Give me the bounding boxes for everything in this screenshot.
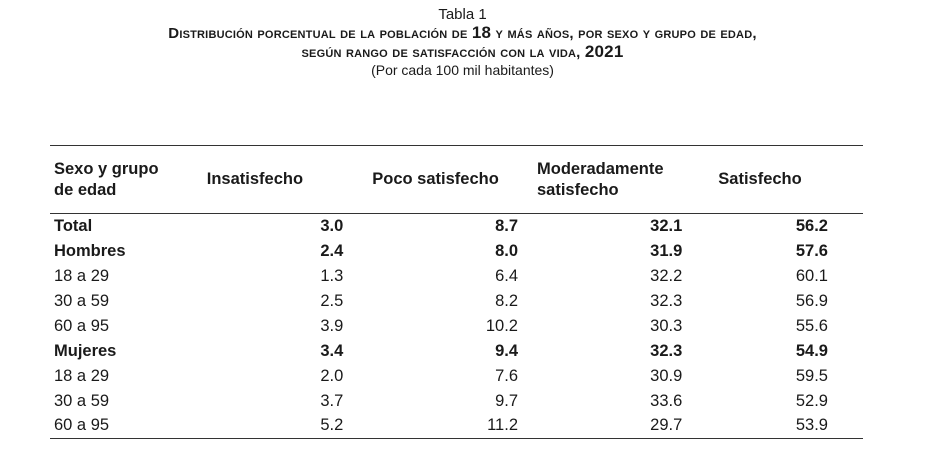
table-row-hombres: Hombres 2.4 8.0 31.9 57.6: [50, 239, 863, 264]
cell-moderadamente-satisfecho: 30.9: [650, 366, 683, 385]
satisfaction-table: Sexo y grupo de edad Insatisfecho Poco sa…: [50, 145, 863, 439]
cell-satisfecho: 60.1: [795, 266, 828, 285]
cell-poco-satisfecho: 10.2: [485, 316, 518, 335]
column-header-line: Moderadamente: [537, 159, 664, 178]
cell-moderadamente-satisfecho: 29.7: [533, 413, 715, 439]
table-row: 18 a 29 1.3 6.4 32.2 60.1: [50, 264, 863, 289]
cell-moderadamente-satisfecho: 32.2: [650, 266, 683, 285]
column-header-line: Poco satisfecho: [372, 170, 499, 188]
cell-moderadamente-satisfecho: 32.1: [650, 216, 683, 235]
cell-poco-satisfecho: 6.4: [495, 266, 518, 285]
column-header-line: satisfecho: [537, 180, 619, 199]
table-row: 60 a 95 3.9 10.2 30.3 55.6: [50, 314, 863, 339]
cell-poco-satisfecho: 9.4: [495, 341, 518, 360]
row-label: 60 a 95: [54, 316, 110, 335]
cell-insatisfecho: 2.5: [320, 291, 344, 310]
row-label: 18 a 29: [54, 366, 110, 385]
cell-satisfecho: 56.2: [795, 216, 828, 235]
cell-insatisfecho: 2.0: [320, 366, 344, 385]
row-label: Mujeres: [54, 341, 117, 360]
cell-moderadamente-satisfecho: 32.3: [650, 341, 683, 360]
table-number: Tabla 1: [438, 6, 487, 23]
table-row-mujeres: Mujeres 3.4 9.4 32.3 54.9: [50, 339, 863, 364]
table-row: 60 a 95 5.2 11.2 29.7 53.9: [50, 413, 863, 439]
column-header-line: Insatisfecho: [206, 170, 304, 188]
title-age-number: 18: [471, 23, 492, 42]
row-label: Hombres: [54, 241, 126, 260]
cell-insatisfecho: 2.4: [320, 241, 344, 260]
title-text-part: y más años, por sexo y grupo de edad,: [491, 25, 757, 42]
cell-moderadamente-satisfecho: 32.3: [650, 291, 683, 310]
row-label: 30 a 59: [54, 291, 110, 310]
cell-poco-satisfecho: 7.6: [495, 366, 518, 385]
cell-satisfecho: 55.6: [795, 316, 828, 335]
cell-poco-satisfecho: 8.2: [495, 291, 518, 310]
title-text-part: Distribución porcentual de la población …: [168, 25, 472, 42]
row-label: 18 a 29: [54, 266, 110, 285]
title-year: 2021: [584, 42, 624, 61]
column-header-poco-satisfecho: Poco satisfecho: [368, 145, 533, 214]
table-row: 30 a 59 2.5 8.2 32.3 56.9: [50, 289, 863, 314]
cell-moderadamente-satisfecho: 30.3: [650, 316, 683, 335]
cell-insatisfecho: 1.3: [320, 266, 344, 285]
cell-poco-satisfecho: 8.7: [495, 216, 518, 235]
cell-poco-satisfecho: 8.0: [495, 241, 518, 260]
table-title-line-1: Distribución porcentual de la población …: [0, 24, 925, 43]
column-header-satisfecho: Satisfecho: [714, 145, 863, 214]
column-header-moderadamente-satisfecho: Moderadamente satisfecho: [533, 145, 715, 214]
cell-poco-satisfecho: 11.2: [368, 413, 533, 439]
cell-satisfecho: 54.9: [795, 341, 828, 360]
cell-satisfecho: 53.9: [714, 413, 863, 439]
table-header-row: Sexo y grupo de edad Insatisfecho Poco sa…: [50, 145, 863, 214]
cell-satisfecho: 56.9: [795, 291, 828, 310]
column-header-line: Satisfecho: [718, 170, 802, 188]
row-label: 60 a 95: [50, 413, 205, 439]
row-label: 30 a 59: [54, 391, 110, 410]
cell-insatisfecho: 5.2: [204, 413, 369, 439]
cell-insatisfecho: 3.7: [320, 391, 344, 410]
table-header: Tabla 1 Distribución porcentual de la po…: [0, 6, 925, 78]
table-subtitle: (Por cada 100 mil habitantes): [371, 62, 554, 78]
cell-insatisfecho: 3.4: [320, 341, 344, 360]
cell-poco-satisfecho: 9.7: [495, 391, 518, 410]
column-header-group: Sexo y grupo de edad: [50, 145, 205, 214]
cell-moderadamente-satisfecho: 31.9: [650, 241, 683, 260]
column-header-line: Sexo y grupo: [54, 159, 159, 178]
cell-moderadamente-satisfecho: 33.6: [650, 391, 683, 410]
cell-insatisfecho: 3.9: [320, 316, 344, 335]
column-header-line: de edad: [54, 180, 117, 199]
table-title-line-2: según rango de satisfacción con la vida,…: [0, 43, 925, 62]
cell-satisfecho: 52.9: [795, 391, 828, 410]
cell-satisfecho: 57.6: [795, 241, 828, 260]
cell-satisfecho: 59.5: [795, 366, 828, 385]
table-row-total: Total 3.0 8.7 32.1 56.2: [50, 214, 863, 239]
cell-insatisfecho: 3.0: [320, 216, 344, 235]
title-text-part: según rango de satisfacción con la vida,: [301, 44, 585, 61]
column-header-insatisfecho: Insatisfecho: [204, 145, 369, 214]
table-row: 30 a 59 3.7 9.7 33.6 52.9: [50, 389, 863, 414]
row-label: Total: [54, 216, 93, 235]
table-row: 18 a 29 2.0 7.6 30.9 59.5: [50, 364, 863, 389]
